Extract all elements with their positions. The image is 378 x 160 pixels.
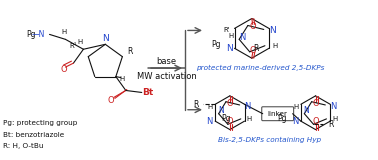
Text: N: N [304,106,309,115]
Text: R: R [328,120,334,129]
Text: H: H [293,104,299,110]
Text: base: base [156,57,177,66]
Text: R: R [128,47,133,56]
Text: protected marine-derived 2,5-DKPs: protected marine-derived 2,5-DKPs [195,65,324,71]
Text: MW activation: MW activation [137,72,197,80]
Text: R¹: R¹ [70,43,77,49]
Text: Pg: protecting group: Pg: protecting group [3,120,77,126]
Text: O: O [312,117,319,126]
Text: H: H [333,116,338,122]
Text: Pg: Pg [277,114,287,123]
Text: O: O [60,65,67,74]
Text: N: N [206,117,212,126]
Text: O: O [226,99,233,108]
Text: O: O [249,22,256,31]
Text: N: N [292,117,298,126]
Text: R': R' [223,27,230,33]
FancyBboxPatch shape [262,107,294,121]
Text: N: N [218,106,223,115]
Text: N: N [226,44,233,53]
Text: H: H [119,76,124,82]
Text: R: H, O-tBu: R: H, O-tBu [3,144,43,149]
Text: Pg: Pg [26,30,36,39]
Text: N: N [102,34,109,43]
Text: N: N [244,102,251,111]
Text: Bis-2,5-DKPs containing Hyp: Bis-2,5-DKPs containing Hyp [218,136,321,143]
Text: H: H [78,39,83,45]
Text: N: N [239,33,245,42]
Text: H: H [247,116,252,122]
Text: O: O [312,99,319,108]
Text: Bt: Bt [142,88,153,97]
Text: O: O [249,46,256,55]
Text: Bt: benzotriazole: Bt: benzotriazole [3,132,64,138]
Text: H: H [208,104,213,110]
Text: linker: linker [268,111,288,117]
Text: Pg: Pg [211,40,221,49]
Text: H: H [62,29,67,35]
Text: O: O [108,96,114,105]
Text: N: N [330,102,336,111]
Text: —N: —N [31,30,45,39]
Text: R: R [253,44,259,53]
Text: H: H [228,33,233,39]
Text: N: N [269,26,276,35]
Text: R: R [193,100,198,109]
Text: Pg: Pg [221,114,231,123]
Text: O: O [226,117,233,126]
Text: H: H [273,43,277,49]
